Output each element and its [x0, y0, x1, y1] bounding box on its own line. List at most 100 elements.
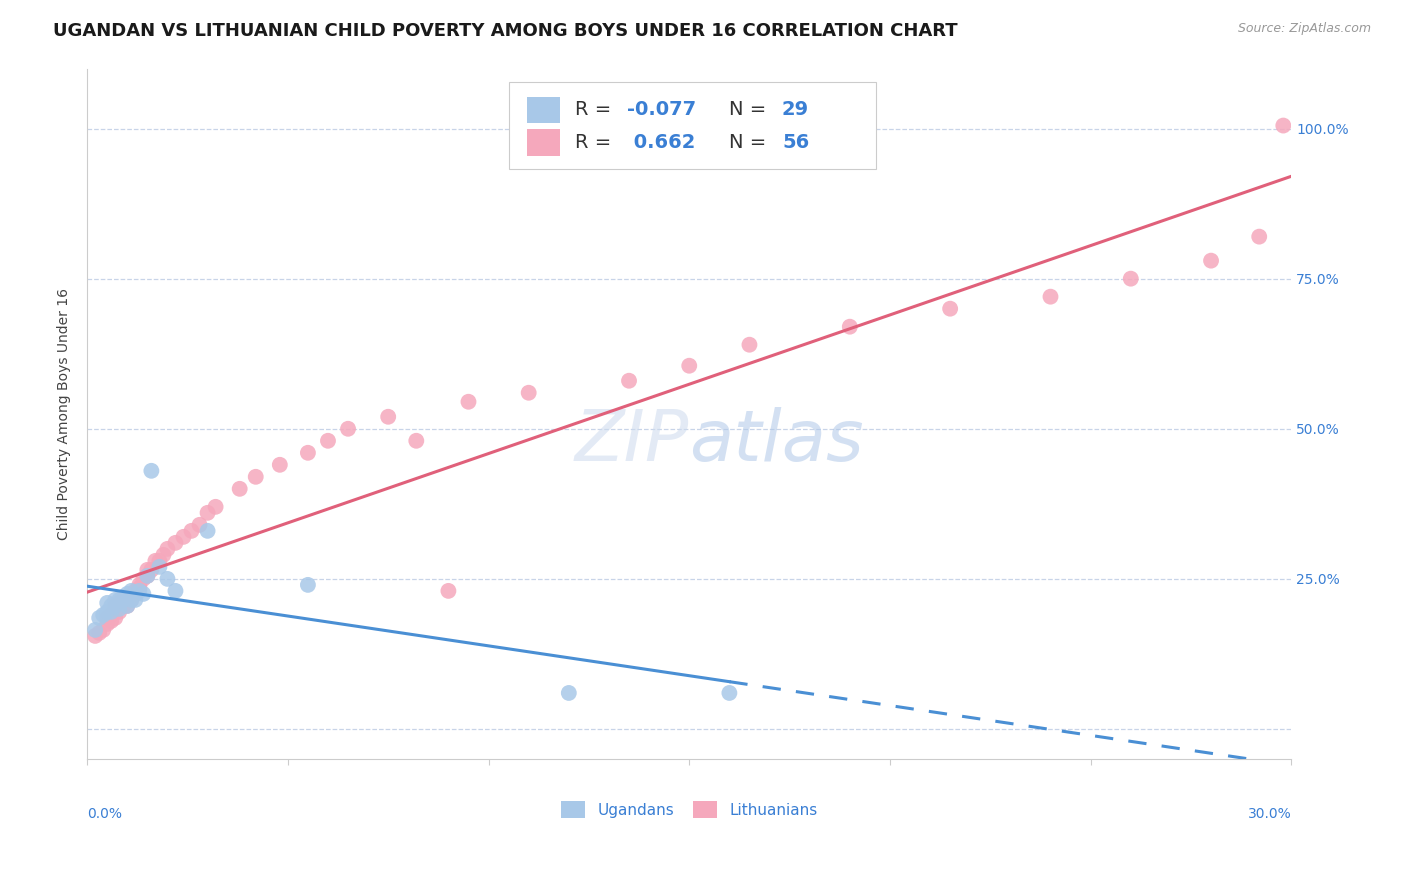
Point: [100, 614, 122, 628]
Point: [108, 593, 131, 607]
Point: [120, 593, 142, 607]
Point: [136, 563, 159, 577]
Point: [617, 374, 640, 388]
Point: [96, 605, 118, 619]
Point: [84, 623, 107, 637]
Point: [204, 500, 226, 514]
Point: [297, 446, 319, 460]
Point: [96, 611, 118, 625]
Point: [165, 536, 187, 550]
FancyBboxPatch shape: [527, 129, 561, 155]
Point: [112, 593, 135, 607]
Point: [91, 623, 114, 637]
Point: [120, 590, 142, 604]
Y-axis label: Child Poverty Among Boys Under 16: Child Poverty Among Boys Under 16: [58, 288, 72, 540]
Text: 0.662: 0.662: [627, 133, 695, 152]
Text: -0.077: -0.077: [627, 101, 696, 120]
Point: [1039, 290, 1062, 304]
Point: [104, 611, 127, 625]
Point: [89, 611, 111, 625]
FancyBboxPatch shape: [509, 82, 876, 169]
Point: [104, 599, 127, 613]
Text: atlas: atlas: [689, 407, 863, 475]
Legend: Ugandans, Lithuanians: Ugandans, Lithuanians: [555, 795, 824, 824]
Point: [124, 587, 146, 601]
Point: [297, 578, 319, 592]
Point: [136, 569, 159, 583]
Point: [112, 593, 135, 607]
Point: [197, 524, 219, 538]
Point: [228, 482, 250, 496]
Point: [117, 599, 139, 613]
Point: [165, 583, 187, 598]
Point: [245, 470, 267, 484]
Point: [141, 563, 163, 577]
Point: [124, 593, 146, 607]
Point: [108, 605, 131, 619]
Point: [100, 605, 122, 619]
Point: [120, 593, 142, 607]
Point: [337, 422, 360, 436]
Point: [678, 359, 700, 373]
Text: N =: N =: [728, 101, 772, 120]
Point: [1249, 229, 1271, 244]
Point: [148, 560, 170, 574]
Point: [120, 583, 142, 598]
Point: [145, 554, 167, 568]
Point: [939, 301, 962, 316]
Point: [117, 587, 139, 601]
Point: [1119, 271, 1142, 285]
Text: Source: ZipAtlas.com: Source: ZipAtlas.com: [1237, 22, 1371, 36]
Point: [108, 602, 131, 616]
Point: [405, 434, 427, 448]
Point: [112, 590, 135, 604]
Point: [156, 541, 179, 556]
Point: [197, 506, 219, 520]
Point: [91, 607, 114, 622]
Point: [1199, 253, 1222, 268]
Point: [117, 593, 139, 607]
Point: [96, 596, 118, 610]
Point: [128, 583, 150, 598]
Point: [738, 337, 761, 351]
Point: [104, 599, 127, 613]
Point: [84, 629, 107, 643]
Text: UGANDAN VS LITHUANIAN CHILD POVERTY AMONG BOYS UNDER 16 CORRELATION CHART: UGANDAN VS LITHUANIAN CHILD POVERTY AMON…: [53, 22, 957, 40]
Point: [128, 581, 150, 595]
Point: [148, 554, 170, 568]
Point: [558, 686, 581, 700]
Point: [141, 464, 163, 478]
Point: [188, 517, 211, 532]
Text: 0.0%: 0.0%: [87, 807, 122, 822]
Point: [377, 409, 399, 424]
Point: [457, 394, 479, 409]
Point: [173, 530, 195, 544]
Point: [108, 596, 131, 610]
Point: [100, 607, 122, 622]
Point: [117, 599, 139, 613]
Point: [437, 583, 460, 598]
Point: [838, 319, 860, 334]
FancyBboxPatch shape: [527, 97, 561, 123]
Point: [112, 599, 135, 613]
Point: [517, 385, 540, 400]
Text: R =: R =: [575, 133, 617, 152]
Point: [128, 578, 150, 592]
Text: 56: 56: [782, 133, 810, 152]
Point: [96, 616, 118, 631]
Point: [316, 434, 339, 448]
Text: 30.0%: 30.0%: [1247, 807, 1291, 822]
Point: [132, 587, 155, 601]
Point: [718, 686, 741, 700]
Point: [100, 599, 122, 613]
Point: [1272, 119, 1295, 133]
Point: [124, 583, 146, 598]
Point: [136, 569, 159, 583]
Text: 29: 29: [782, 101, 808, 120]
Point: [156, 572, 179, 586]
Point: [180, 524, 202, 538]
Point: [132, 572, 155, 586]
Text: R =: R =: [575, 101, 617, 120]
Text: N =: N =: [728, 133, 772, 152]
Text: ZIP: ZIP: [575, 407, 689, 475]
